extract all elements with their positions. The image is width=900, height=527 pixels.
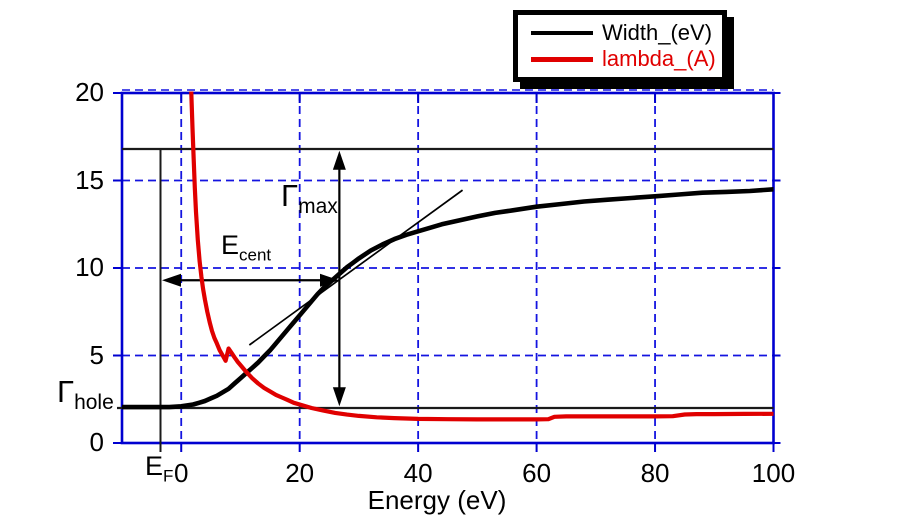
y-tick-label: 5 xyxy=(89,339,104,370)
annotation-gamma-max: Γmax xyxy=(281,178,338,217)
annotation-gamma-hole: Γhole xyxy=(57,374,114,413)
gamma-max-subscript: max xyxy=(298,195,338,219)
legend-row-width: Width_(eV) xyxy=(531,20,713,46)
legend-label-lambda: lambda_(A) xyxy=(602,46,716,71)
e-cent-arrow-head-left xyxy=(161,273,181,287)
annotation-e-cent: Ecent xyxy=(221,230,271,263)
y-tick-label: 15 xyxy=(75,164,104,195)
gamma-max-symbol: Γ xyxy=(281,178,299,213)
gamma-max-arrow-head-bottom xyxy=(332,387,346,407)
y-tick-label: 10 xyxy=(75,252,104,282)
width-line-swatch xyxy=(531,31,593,35)
gamma-hole-symbol: Γ xyxy=(57,374,75,409)
legend-box: Width_(eV) lambda_(A) xyxy=(513,10,727,82)
annotation-e-fermi: EF xyxy=(145,451,173,484)
x-axis-title: Energy (eV) xyxy=(367,485,507,515)
e-fermi-subscript: F xyxy=(163,466,174,486)
x-tick-label: 0 xyxy=(173,458,189,488)
x-tick-label: 40 xyxy=(403,458,433,488)
legend-label-width: Width_(eV) xyxy=(602,20,713,45)
x-tick-label: 100 xyxy=(751,458,796,488)
e-cent-subscript: cent xyxy=(239,245,272,265)
lambda-line-swatch xyxy=(531,56,593,62)
gamma-hole-subscript: hole xyxy=(74,391,114,415)
lambda-curve xyxy=(189,91,774,422)
e-cent-symbol: E xyxy=(221,230,240,260)
width-curve xyxy=(122,187,774,410)
x-tick-label: 60 xyxy=(522,458,552,488)
y-tick-label: 0 xyxy=(89,427,104,457)
x-tick-label: 20 xyxy=(285,458,315,488)
legend-row-lambda: lambda_(A) xyxy=(531,47,716,72)
e-fermi-symbol: E xyxy=(145,451,164,481)
x-tick-label: 80 xyxy=(640,458,670,488)
tangent-line xyxy=(248,189,464,346)
y-tick-label: 20 xyxy=(75,77,104,107)
gamma-max-arrow-head-top xyxy=(332,150,346,170)
